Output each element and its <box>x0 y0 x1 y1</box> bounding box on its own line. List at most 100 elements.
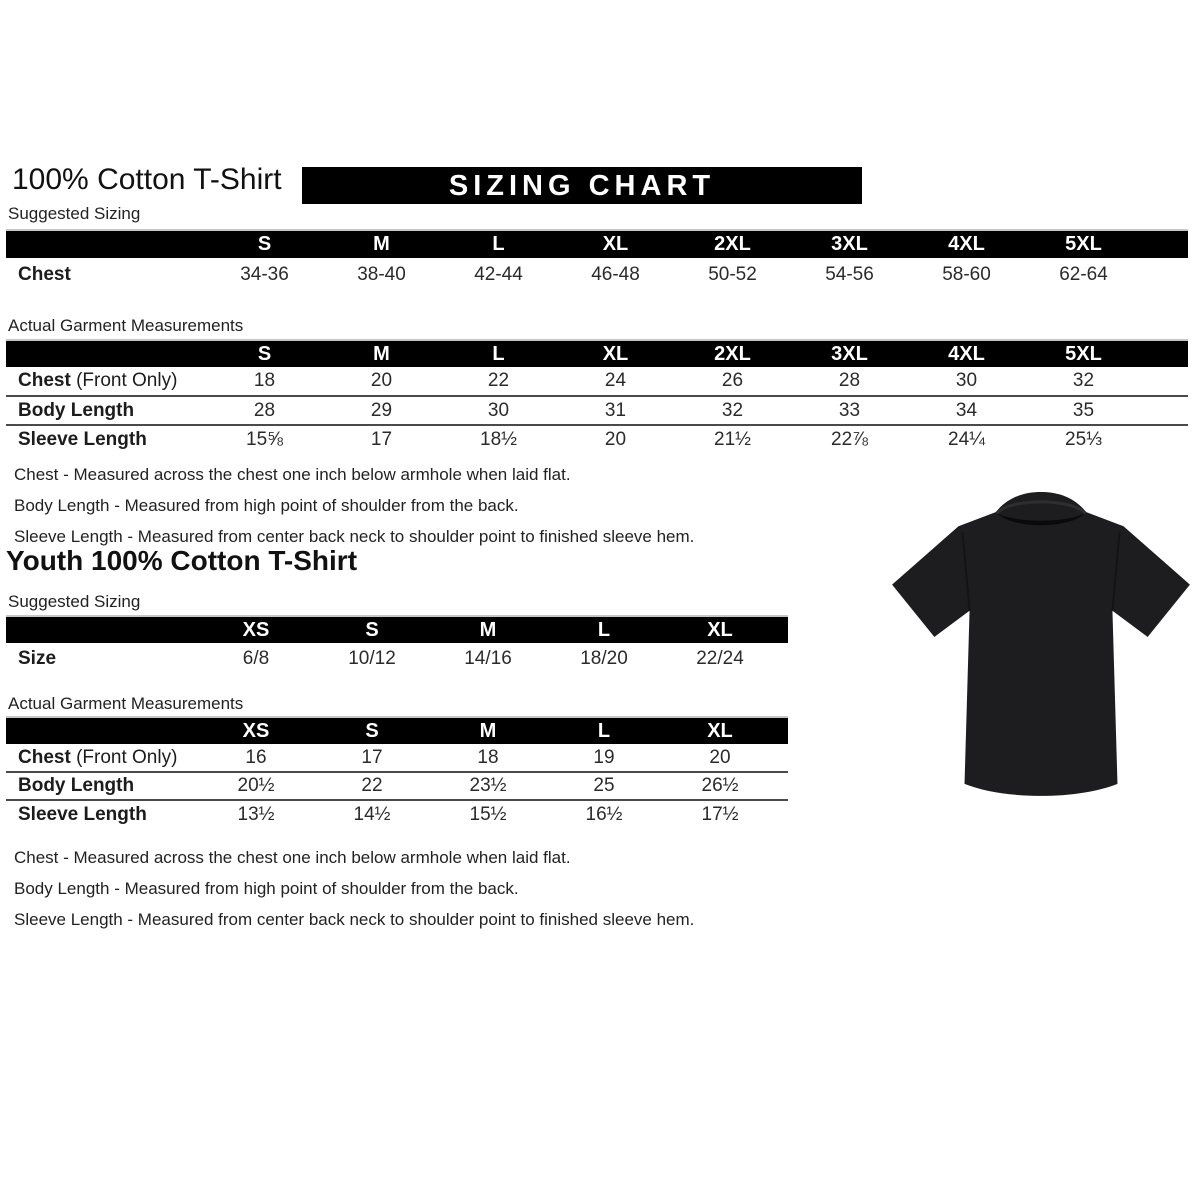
measurement-value: 24¼ <box>948 429 985 450</box>
row-label: Body Length <box>6 772 198 801</box>
size-header-row: XS S M L XL <box>6 716 788 744</box>
size-column-header: M <box>323 229 440 258</box>
measurement-row: Body Length 28 29 30 31 32 33 34 35 <box>6 396 1188 426</box>
header-filler-cell <box>1142 339 1188 367</box>
measurement-value: 16 <box>198 744 314 773</box>
size-column-header: L <box>440 229 557 258</box>
tshirt-right-sleeve-seam <box>1111 532 1121 611</box>
size-column-header: 5XL <box>1025 229 1142 258</box>
measurement-value: 38-40 <box>357 263 406 285</box>
measurement-value: 18 <box>430 744 546 773</box>
size-column-header: S <box>314 615 430 643</box>
measurement-value: 34 <box>908 396 1025 426</box>
measurement-value: 24 <box>557 367 674 397</box>
measurement-value: 34-36 <box>240 263 289 285</box>
youth-measurement-notes: Chest - Measured across the chest one in… <box>14 842 694 935</box>
measurement-value: 14/16 <box>464 647 512 669</box>
row-filler-cell <box>778 643 788 674</box>
measurement-value: 17½ <box>701 803 739 825</box>
size-header-row: S M L XL 2XL 3XL 4XL 5XL <box>6 229 1188 258</box>
measurement-value: 22⅞ <box>831 429 868 450</box>
size-header-row: XS S M L XL <box>6 615 788 643</box>
row-filler-cell <box>1142 425 1188 454</box>
measurement-value: 20 <box>604 429 627 450</box>
tshirt-collar-seam <box>995 500 1087 515</box>
measurement-value: 42-44 <box>474 263 523 285</box>
size-column-header: 2XL <box>674 229 791 258</box>
measurement-value: 54-56 <box>825 263 874 285</box>
size-column-header: 3XL <box>791 229 908 258</box>
tshirt-left-sleeve-seam <box>961 532 971 611</box>
row-filler-cell <box>1142 396 1188 426</box>
measurement-value: 22 <box>440 367 557 397</box>
tshirt-product-photo <box>888 486 1194 808</box>
tshirt-body <box>892 492 1190 796</box>
measurement-value: 17 <box>370 429 393 450</box>
measurement-value: 28 <box>791 367 908 397</box>
size-column-header: 4XL <box>908 339 1025 367</box>
row-filler-cell <box>778 772 788 801</box>
measurement-value: 32 <box>674 396 791 426</box>
size-column-header: XL <box>557 229 674 258</box>
size-column-header: L <box>546 716 662 744</box>
measurement-value: 18½ <box>480 429 517 450</box>
tshirt-illustration <box>892 492 1190 796</box>
tshirt-collar-opening <box>996 513 1086 526</box>
header-filler-cell <box>778 615 788 643</box>
size-column-header: S <box>206 229 323 258</box>
measurement-value: 62-64 <box>1059 263 1108 285</box>
size-column-header: S <box>314 716 430 744</box>
size-column-header: L <box>440 339 557 367</box>
youth-suggested-sizing-label: Suggested Sizing <box>8 592 141 611</box>
measurement-value: 19 <box>546 744 662 773</box>
size-column-header: XL <box>662 716 778 744</box>
row-filler-cell <box>778 744 788 773</box>
measurement-value: 20½ <box>198 772 314 801</box>
measurement-value: 25⅓ <box>1065 429 1102 450</box>
measurement-value: 30 <box>908 367 1025 397</box>
measurement-value: 30 <box>440 396 557 426</box>
measurement-value: 18/20 <box>580 647 628 669</box>
size-column-header: XL <box>662 615 778 643</box>
youth-section-title: Youth 100% Cotton T-Shirt <box>6 545 358 576</box>
row-label: Sleeve Length <box>18 429 147 450</box>
row-label: Body Length <box>6 396 206 426</box>
size-column-header: 5XL <box>1025 339 1142 367</box>
sizing-chart-banner: SIZING CHART <box>302 167 862 204</box>
measurement-value: 35 <box>1025 396 1142 426</box>
youth-suggested-sizing-table: XS S M L XL Size 6/8 10/12 14/16 18/20 22/24 <box>6 615 788 674</box>
row-label: Chest (Front Only) <box>6 367 206 397</box>
row-filler-cell <box>1142 258 1188 291</box>
note-chest: Chest - Measured across the chest one in… <box>14 465 571 484</box>
adult-measurement-notes: Chest - Measured across the chest one in… <box>14 459 694 552</box>
measurement-value: 26½ <box>662 772 778 801</box>
note-sleeve-length: Sleeve Length - Measured from center bac… <box>14 527 695 546</box>
measurement-value: 20 <box>323 367 440 397</box>
note-chest: Chest - Measured across the chest one in… <box>14 848 571 867</box>
size-column-header: M <box>430 716 546 744</box>
header-spacer-cell <box>6 229 206 258</box>
adult-suggested-sizing-table: S M L XL 2XL 3XL 4XL 5XL Chest 34-36 38-40 42-44 46-… <box>6 229 1188 291</box>
measurement-row: Sleeve Length 13½ 14½ 15½ 16½ 17½ <box>6 800 788 828</box>
size-column-header: 2XL <box>674 339 791 367</box>
measurement-value: 17 <box>314 744 430 773</box>
row-label: Chest <box>18 263 71 285</box>
row-filler-cell <box>1142 367 1188 397</box>
header-filler-cell <box>778 716 788 744</box>
measurement-value: 15⅝ <box>246 429 283 450</box>
page-title: 100% Cotton T-Shirt <box>12 163 282 196</box>
measurement-row: Chest (Front Only) 16 17 18 19 20 <box>6 744 788 773</box>
size-column-header: XL <box>557 339 674 367</box>
size-column-header: XS <box>198 716 314 744</box>
header-spacer-cell <box>6 615 198 643</box>
note-body-length: Body Length - Measured from high point o… <box>14 496 519 515</box>
measurement-row: Sleeve Length 15⅝ 17 18½ 20 21½ 22⅞ 24¼ 25⅓ <box>6 425 1188 454</box>
measurement-value: 33 <box>791 396 908 426</box>
size-column-header: 3XL <box>791 339 908 367</box>
measurement-value: 29 <box>323 396 440 426</box>
measurement-value: 16½ <box>585 803 623 825</box>
row-label: Sleeve Length <box>18 803 147 825</box>
size-header-row: S M L XL 2XL 3XL 4XL 5XL <box>6 339 1188 367</box>
measurement-row: Size 6/8 10/12 14/16 18/20 22/24 <box>6 643 788 674</box>
